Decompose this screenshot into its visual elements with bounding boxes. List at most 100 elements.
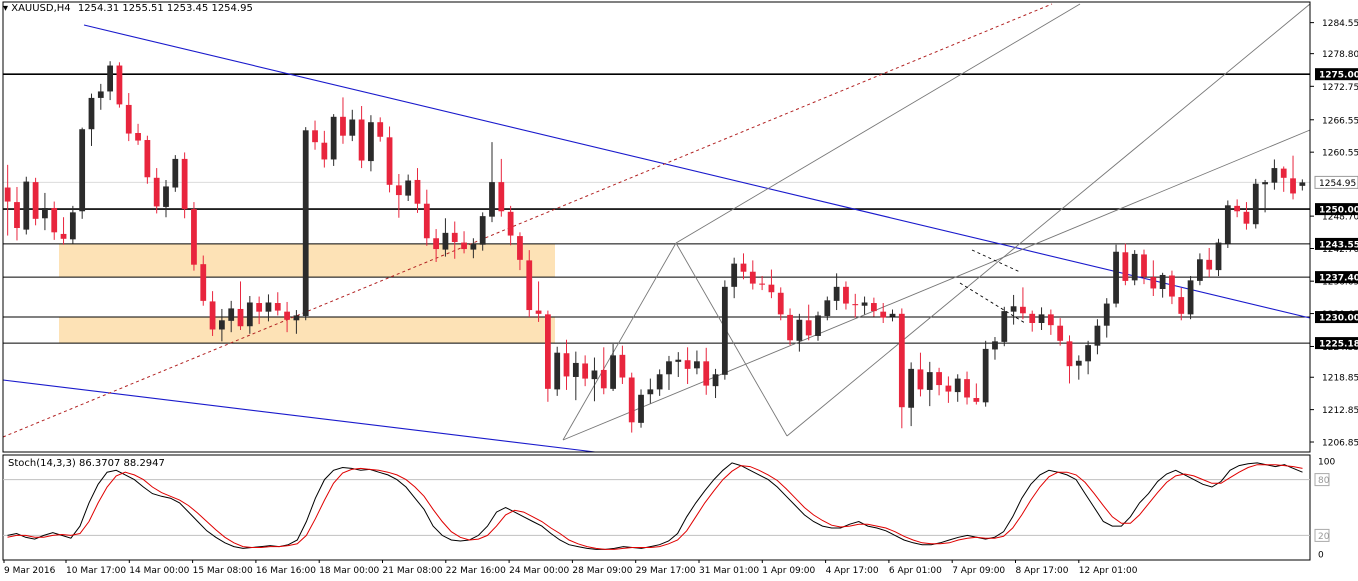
candle	[507, 205, 514, 246]
candle-body	[209, 301, 216, 330]
stoch-level-box	[1314, 528, 1330, 542]
candle-body	[479, 216, 486, 245]
candle	[721, 280, 728, 380]
candle	[666, 355, 672, 390]
candle-body	[712, 374, 719, 387]
level-price-box	[1315, 337, 1358, 350]
level-price-label: 1225.18	[1319, 340, 1358, 350]
x-tick-label: 22 Mar 16:00	[446, 566, 506, 576]
candle	[470, 238, 477, 259]
candle	[731, 257, 738, 299]
candle	[172, 155, 179, 192]
candle-body	[749, 271, 756, 284]
candle	[1038, 307, 1045, 331]
candle-body	[330, 116, 337, 160]
candle	[1234, 199, 1241, 218]
candle-body	[1234, 205, 1241, 212]
candle-body	[284, 311, 290, 320]
candle-body	[759, 283, 766, 285]
level-price-box	[1315, 203, 1358, 216]
candle-body	[833, 286, 840, 301]
candle	[4, 164, 11, 236]
candle-body	[628, 377, 635, 423]
candle	[125, 93, 132, 142]
candle	[414, 168, 421, 213]
current-price-label: 1254.95	[1319, 179, 1356, 189]
candle	[759, 276, 766, 291]
candle-body	[740, 263, 747, 272]
candle-body	[51, 208, 58, 233]
candle	[796, 313, 803, 352]
candle	[1001, 306, 1008, 347]
candle-body	[517, 236, 523, 260]
candle	[936, 367, 942, 396]
candle	[451, 221, 458, 259]
candle	[591, 357, 598, 402]
x-tick-label: 24 Mar 00:00	[509, 566, 569, 576]
candle-body	[600, 369, 607, 389]
candle	[191, 202, 197, 271]
candle-body	[852, 304, 859, 306]
candle-body	[861, 302, 868, 306]
candle	[647, 378, 654, 404]
candle	[1280, 166, 1287, 192]
candle	[815, 311, 821, 341]
candle	[284, 301, 290, 333]
candle-body	[507, 211, 514, 236]
candle	[293, 310, 300, 334]
candle	[1271, 159, 1278, 190]
x-tick-label: 31 Mar 01:00	[699, 566, 759, 576]
candle	[787, 308, 793, 346]
candle-body	[982, 348, 989, 403]
channel-line-3	[786, 3, 1311, 437]
candle-body	[1252, 183, 1259, 225]
candle-body	[1066, 341, 1073, 367]
candle-body	[1271, 168, 1278, 183]
x-tick-label: 8 Apr 17:00	[1016, 566, 1069, 576]
candle	[274, 292, 281, 316]
y-tick-label: 1272.75	[1322, 83, 1358, 93]
candle-body	[535, 310, 542, 314]
candle	[917, 352, 924, 397]
candle	[982, 340, 989, 407]
candle-body	[1290, 178, 1296, 194]
candle	[51, 201, 58, 240]
candle	[1290, 155, 1296, 200]
candle-body	[42, 208, 48, 219]
candle	[489, 142, 495, 223]
candle	[992, 337, 998, 360]
candle	[1085, 340, 1092, 375]
candle	[554, 346, 561, 396]
x-tick-label: 16 Mar 16:00	[256, 566, 316, 576]
candle	[42, 192, 48, 231]
stoch-level-box	[1314, 473, 1330, 487]
candle-body	[945, 385, 952, 392]
candle-body	[898, 313, 905, 408]
candle-body	[312, 130, 318, 143]
candle	[1224, 200, 1231, 248]
candle-body	[1075, 360, 1082, 366]
candle	[1243, 202, 1250, 230]
candle	[237, 281, 244, 331]
candle	[144, 135, 151, 184]
candle	[265, 294, 272, 322]
candle-body	[591, 370, 598, 380]
candle-body	[237, 308, 244, 327]
flag-line-lower	[959, 282, 1026, 324]
price-axis: 1284.55 1278.80 1272.75 1266.55 1260.55 1248.…	[1310, 19, 1358, 449]
candle-body	[1029, 313, 1036, 323]
candle	[582, 355, 589, 387]
candle	[1103, 298, 1110, 338]
time-axis: 9 Mar 2016 10 Mar 17:00 14 Mar 00:00 15 Mar…	[3, 560, 1138, 576]
x-tick-label: 9 Mar 2016	[4, 566, 56, 576]
collapse-triangle-icon[interactable]: ▾	[3, 3, 9, 14]
stoch-tick-label: 0	[1318, 551, 1324, 561]
candle-body	[675, 359, 682, 362]
candle-body	[889, 313, 896, 317]
candle	[638, 389, 644, 428]
ohlc-readout: 1254.31 1255.51 1253.45 1254.95	[77, 3, 253, 14]
candle-body	[638, 394, 644, 423]
candle	[526, 250, 533, 318]
candle	[442, 218, 449, 257]
